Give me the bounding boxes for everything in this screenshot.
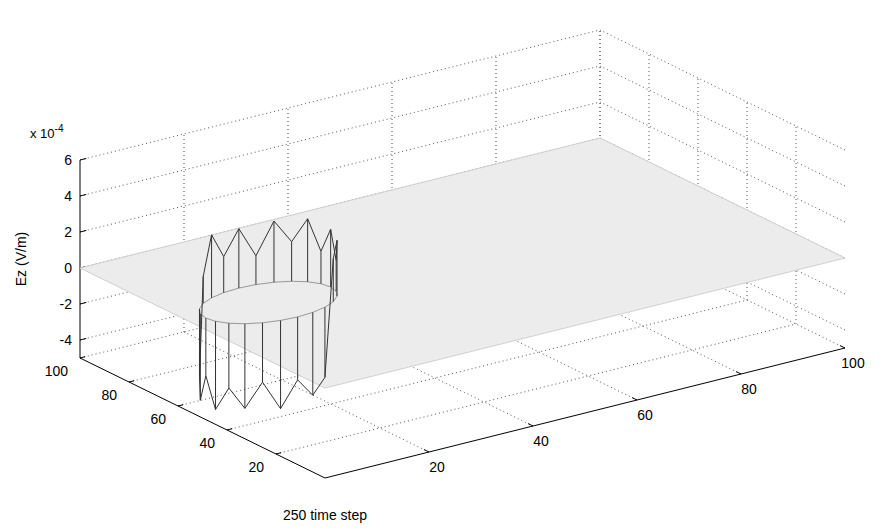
svg-text:x 10-4: x 10-4 xyxy=(30,123,64,141)
svg-text:4: 4 xyxy=(64,188,72,204)
svg-text:20: 20 xyxy=(429,459,445,475)
svg-text:20: 20 xyxy=(248,459,264,475)
svg-text:60: 60 xyxy=(150,411,166,427)
svg-text:80: 80 xyxy=(101,387,117,403)
svg-text:60: 60 xyxy=(637,407,653,423)
svg-text:100: 100 xyxy=(841,355,865,371)
svg-text:40: 40 xyxy=(533,433,549,449)
svg-text:Ez (V/m): Ez (V/m) xyxy=(13,232,29,286)
svg-text:40: 40 xyxy=(199,435,215,451)
svg-text:-2: -2 xyxy=(60,296,73,312)
svg-text:0: 0 xyxy=(64,260,72,276)
svg-text:250 time step: 250 time step xyxy=(283,507,367,523)
svg-text:2: 2 xyxy=(64,224,72,240)
svg-text:6: 6 xyxy=(64,152,72,168)
svg-text:80: 80 xyxy=(741,381,757,397)
svg-text:-4: -4 xyxy=(60,332,73,348)
svg-text:100: 100 xyxy=(45,363,69,379)
